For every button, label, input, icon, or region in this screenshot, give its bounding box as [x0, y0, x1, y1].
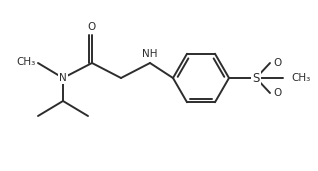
Text: CH₃: CH₃ — [291, 73, 310, 83]
Text: O: O — [88, 22, 96, 32]
Text: CH₃: CH₃ — [17, 57, 36, 67]
Text: S: S — [252, 71, 260, 84]
Text: O: O — [273, 88, 281, 98]
Text: NH: NH — [142, 49, 158, 59]
Text: O: O — [273, 58, 281, 68]
Text: N: N — [59, 73, 67, 83]
